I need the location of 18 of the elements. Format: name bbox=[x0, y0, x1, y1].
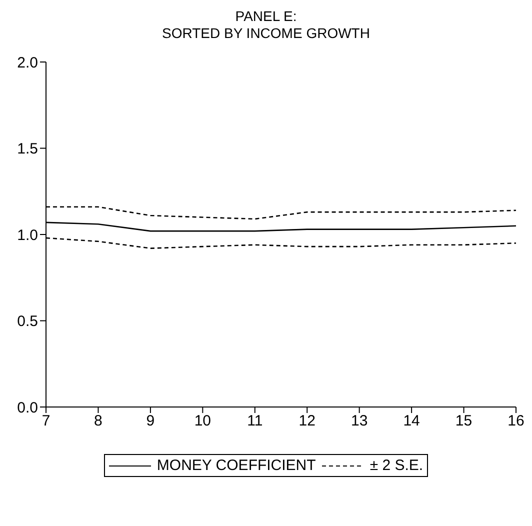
y-tick-label: 2.0 bbox=[17, 54, 38, 72]
y-tick-label: 1.5 bbox=[17, 140, 38, 158]
x-tick-label: 14 bbox=[403, 412, 420, 430]
x-tick-label: 7 bbox=[42, 412, 50, 430]
legend-label: MONEY COEFFICIENT bbox=[156, 457, 316, 474]
x-tick-label: 12 bbox=[298, 412, 316, 430]
x-tick-label: 9 bbox=[146, 412, 155, 430]
y-tick-label: 1.0 bbox=[17, 226, 38, 244]
x-tick-label: 15 bbox=[455, 412, 472, 430]
x-tick-label: 13 bbox=[350, 412, 368, 430]
legend-label: ± 2 S.E. bbox=[370, 457, 424, 474]
x-tick-label: 10 bbox=[194, 412, 212, 430]
y-tick-label: 0.0 bbox=[17, 399, 38, 416]
x-tick-label: 8 bbox=[94, 412, 102, 430]
y-tick-label: 0.5 bbox=[17, 313, 38, 330]
x-tick-label: 11 bbox=[247, 412, 263, 430]
chart-title: PANEL E: SORTED BY INCOME GROWTH bbox=[161, 8, 371, 42]
x-tick-label: 16 bbox=[508, 412, 524, 430]
